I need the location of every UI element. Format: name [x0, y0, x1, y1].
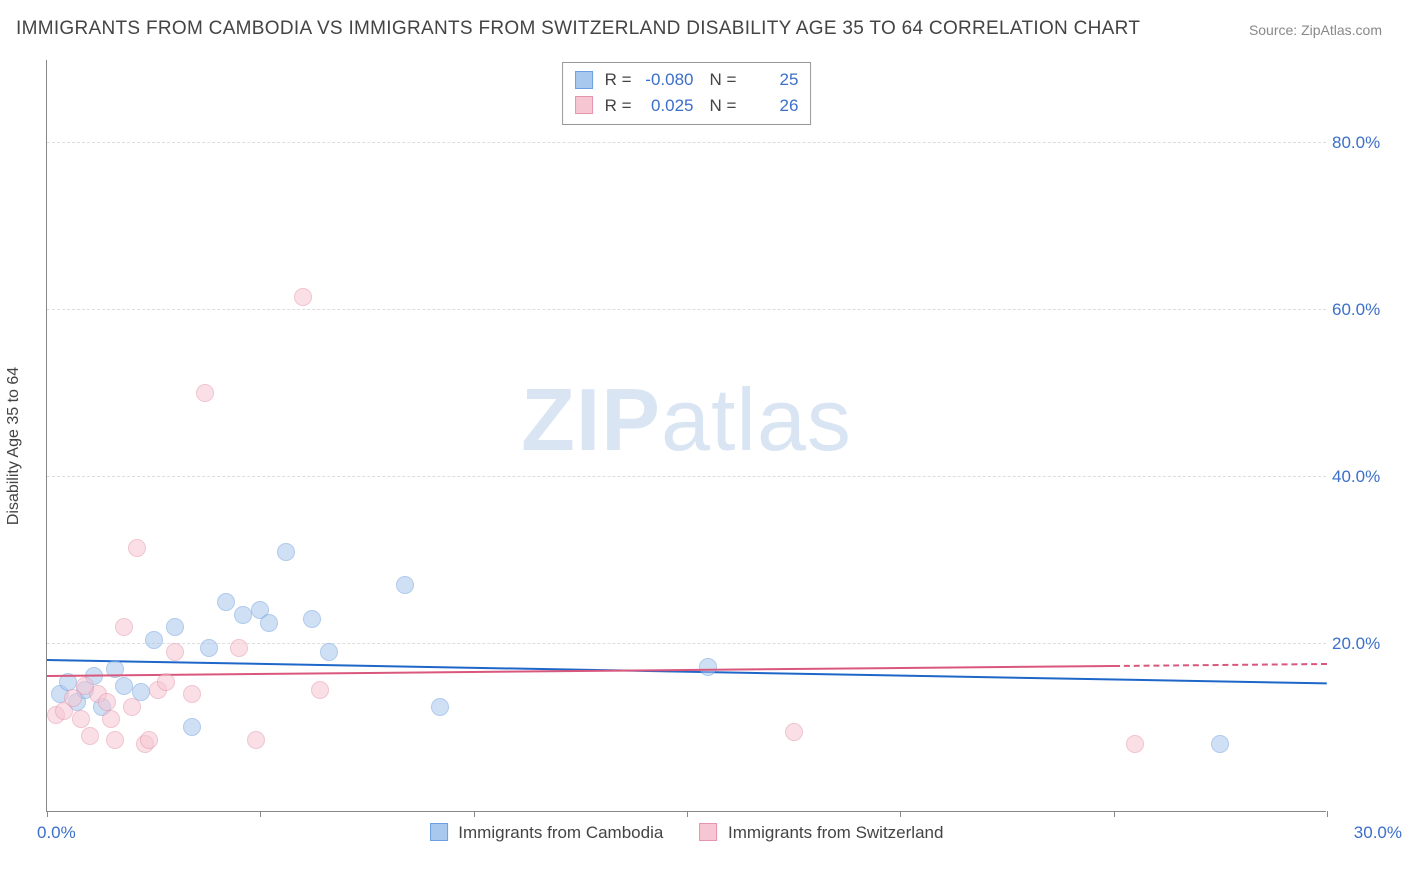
- data-point: [115, 618, 133, 636]
- y-tick-label: 20.0%: [1332, 634, 1402, 654]
- data-point: [396, 576, 414, 594]
- data-point: [128, 539, 146, 557]
- data-point: [294, 288, 312, 306]
- data-point: [157, 673, 175, 691]
- chart-title: IMMIGRANTS FROM CAMBODIA VS IMMIGRANTS F…: [16, 18, 1140, 40]
- series-legend-item-switzerland: Immigrants from Switzerland: [699, 823, 943, 843]
- y-tick-label: 60.0%: [1332, 300, 1402, 320]
- data-point: [115, 677, 133, 695]
- data-point: [699, 658, 717, 676]
- swatch-cambodia-icon: [430, 823, 448, 841]
- x-tick-mark: [474, 811, 475, 817]
- data-point: [106, 731, 124, 749]
- swatch-switzerland: [575, 96, 593, 114]
- data-point: [303, 610, 321, 628]
- x-tick-mark: [260, 811, 261, 817]
- x-tick-mark: [687, 811, 688, 817]
- data-point: [196, 384, 214, 402]
- data-point: [98, 693, 116, 711]
- data-point: [140, 731, 158, 749]
- series-legend-item-cambodia: Immigrants from Cambodia: [430, 823, 664, 843]
- data-point: [72, 710, 90, 728]
- data-point: [166, 618, 184, 636]
- data-point: [230, 639, 248, 657]
- legend-row-switzerland: R = 0.025 N = 26: [575, 93, 799, 119]
- data-point: [183, 685, 201, 703]
- data-point: [785, 723, 803, 741]
- y-tick-label: 80.0%: [1332, 133, 1402, 153]
- data-point: [320, 643, 338, 661]
- x-tick-mark: [1114, 811, 1115, 817]
- data-point: [76, 677, 94, 695]
- source-attribution: Source: ZipAtlas.com: [1249, 22, 1382, 38]
- y-tick-label: 40.0%: [1332, 467, 1402, 487]
- gridline: [47, 476, 1326, 477]
- trend-line: [47, 659, 1327, 684]
- legend-row-cambodia: R = -0.080 N = 25: [575, 67, 799, 93]
- plot-area: ZIPatlas 20.0%40.0%60.0%80.0% 0.0% 30.0%…: [46, 60, 1326, 812]
- gridline: [47, 142, 1326, 143]
- data-point: [260, 614, 278, 632]
- gridline: [47, 309, 1326, 310]
- data-point: [247, 731, 265, 749]
- data-point: [431, 698, 449, 716]
- data-point: [311, 681, 329, 699]
- data-point: [217, 593, 235, 611]
- x-axis-min-label: 0.0%: [37, 823, 76, 843]
- x-tick-mark: [900, 811, 901, 817]
- data-point: [1211, 735, 1229, 753]
- trend-line-dashed: [1114, 663, 1327, 667]
- data-point: [234, 606, 252, 624]
- y-axis-label: Disability Age 35 to 64: [5, 367, 23, 525]
- data-point: [102, 710, 120, 728]
- series-legend: Immigrants from Cambodia Immigrants from…: [430, 823, 944, 843]
- data-point: [81, 727, 99, 745]
- swatch-switzerland-icon: [699, 823, 717, 841]
- x-axis-max-label: 30.0%: [1354, 823, 1402, 843]
- data-point: [145, 631, 163, 649]
- data-point: [183, 718, 201, 736]
- data-point: [123, 698, 141, 716]
- x-tick-mark: [47, 811, 48, 817]
- data-point: [200, 639, 218, 657]
- data-point: [1126, 735, 1144, 753]
- x-tick-mark: [1327, 811, 1328, 817]
- data-point: [277, 543, 295, 561]
- swatch-cambodia: [575, 71, 593, 89]
- data-point: [166, 643, 184, 661]
- watermark: ZIPatlas: [521, 369, 852, 471]
- correlation-legend: R = -0.080 N = 25 R = 0.025 N = 26: [562, 62, 812, 125]
